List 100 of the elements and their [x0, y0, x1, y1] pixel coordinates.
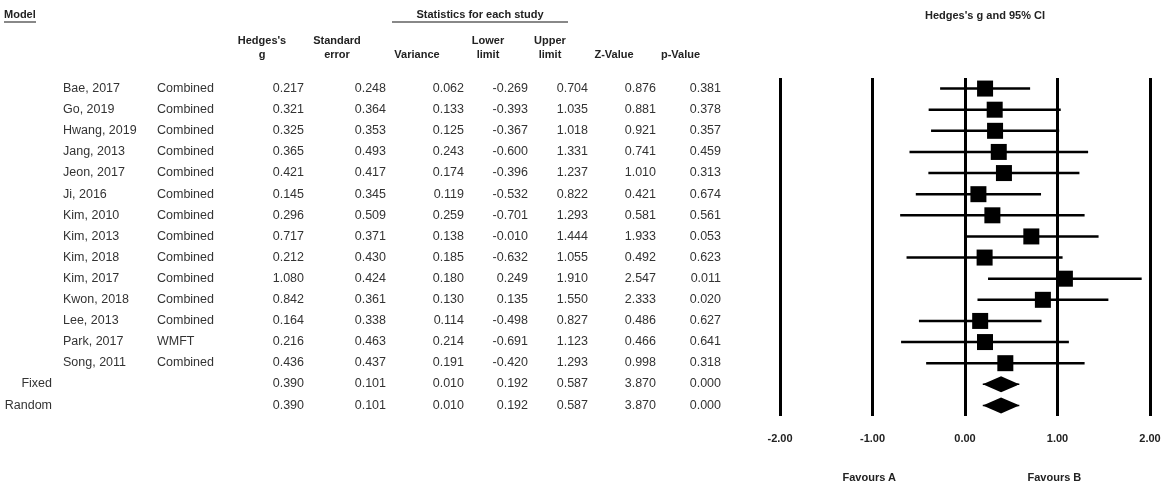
text: -0.269 — [492, 81, 528, 95]
text: 0.345 — [354, 186, 386, 201]
category-label: Variance — [393, 47, 441, 61]
text: 0.216 — [272, 334, 304, 349]
point — [976, 249, 993, 266]
point — [972, 312, 989, 329]
text: Park, 2017 — [63, 334, 124, 349]
text: 0.353 — [354, 123, 386, 138]
text: 0.192 — [496, 376, 528, 391]
category-label: p-Value — [659, 47, 702, 61]
text: Favours B — [1027, 470, 1082, 483]
text: 0.101 — [354, 397, 386, 412]
text: 0.390 — [272, 397, 304, 412]
text: 0.627 — [689, 313, 721, 328]
text: WMFT — [157, 334, 195, 349]
text: 0.130 — [432, 292, 464, 306]
text: 3.870 — [624, 397, 656, 412]
text: Combined — [157, 102, 214, 117]
text: Combined — [157, 228, 214, 243]
text: 0.381 — [689, 81, 721, 95]
text: Combined — [157, 144, 214, 159]
text: 0.998 — [624, 355, 656, 370]
text: Combined — [157, 165, 214, 180]
text: 0.430 — [354, 249, 386, 264]
point — [984, 207, 1001, 224]
text: 1.010 — [624, 165, 656, 180]
text: 0.114 — [433, 313, 464, 328]
point — [1034, 291, 1051, 308]
text: Combined — [157, 270, 214, 285]
text: 0.259 — [432, 207, 464, 222]
text: -0.632 — [492, 249, 528, 264]
text: 0.119 — [433, 186, 464, 201]
text: 0.463 — [354, 334, 386, 349]
text: Kim, 2017 — [63, 270, 120, 285]
chart-title: Hedges's g and 95% CI — [925, 8, 1045, 21]
text: 0.212 — [272, 249, 304, 264]
text: 0.390 — [272, 376, 304, 391]
text: 0.641 — [689, 334, 721, 349]
text: 0.357 — [689, 123, 721, 138]
text: 1.237 — [556, 165, 588, 180]
text: 0.365 — [272, 144, 304, 159]
text: 0.020 — [689, 292, 721, 306]
text: Combined — [157, 292, 214, 306]
text: 0.135 — [496, 292, 528, 306]
text: 0.010 — [432, 376, 464, 391]
text: -0.367 — [492, 123, 528, 138]
text: 0.325 — [272, 123, 304, 138]
text: 0.466 — [624, 334, 656, 349]
text: 1.035 — [556, 102, 588, 117]
text: 0.378 — [689, 102, 721, 117]
text: 0.459 — [689, 144, 721, 159]
text: 1.331 — [556, 144, 588, 159]
text: 0.822 — [556, 186, 588, 201]
text: 0.827 — [556, 313, 588, 328]
text: Jeon, 2017 — [63, 165, 125, 180]
text: 0.876 — [624, 81, 656, 95]
text: 0.010 — [432, 397, 464, 412]
point — [987, 122, 1004, 139]
text: Hwang, 2019 — [63, 123, 137, 138]
text: 0.133 — [432, 102, 464, 117]
text: Combined — [157, 123, 214, 138]
text: Go, 2019 — [63, 102, 115, 117]
text: 3.870 — [624, 376, 656, 391]
text: -0.701 — [492, 207, 528, 222]
text: 0.243 — [432, 144, 464, 159]
text: 0.921 — [624, 123, 656, 138]
category-label: Lower limit — [470, 33, 506, 61]
text: 0.321 — [272, 102, 304, 117]
point — [997, 355, 1014, 372]
text: 0.125 — [432, 123, 464, 138]
text: 2.333 — [624, 292, 656, 306]
x-tick-label: 0.00 — [954, 431, 976, 444]
text: 0.741 — [624, 144, 656, 159]
text: -0.498 — [492, 313, 528, 328]
text: Fixed — [21, 376, 52, 391]
text: 0.842 — [272, 292, 304, 306]
text: 1.910 — [556, 270, 588, 285]
text: 0.421 — [272, 165, 304, 180]
text: 0.062 — [432, 81, 464, 95]
text: 0.364 — [354, 102, 386, 117]
text: -0.691 — [492, 334, 528, 349]
text: -0.600 — [492, 144, 528, 159]
point — [977, 80, 994, 97]
text: 0.248 — [354, 81, 386, 95]
text: -0.010 — [492, 228, 528, 243]
text: -0.393 — [492, 102, 528, 117]
text: 0.249 — [496, 270, 528, 285]
point — [1023, 228, 1040, 245]
point — [976, 334, 993, 351]
text: 1.550 — [556, 292, 588, 306]
text: -0.420 — [492, 355, 528, 370]
text: 0.011 — [690, 270, 721, 285]
text: 0.318 — [689, 355, 721, 370]
text: Jang, 2013 — [63, 144, 125, 159]
text: Combined — [157, 355, 214, 370]
x-tick-label: 1.00 — [1046, 431, 1069, 444]
text: 0.561 — [689, 207, 721, 222]
text: 0.623 — [689, 249, 721, 264]
text: 0.164 — [272, 313, 304, 328]
text: Statistics for each study — [392, 8, 568, 23]
